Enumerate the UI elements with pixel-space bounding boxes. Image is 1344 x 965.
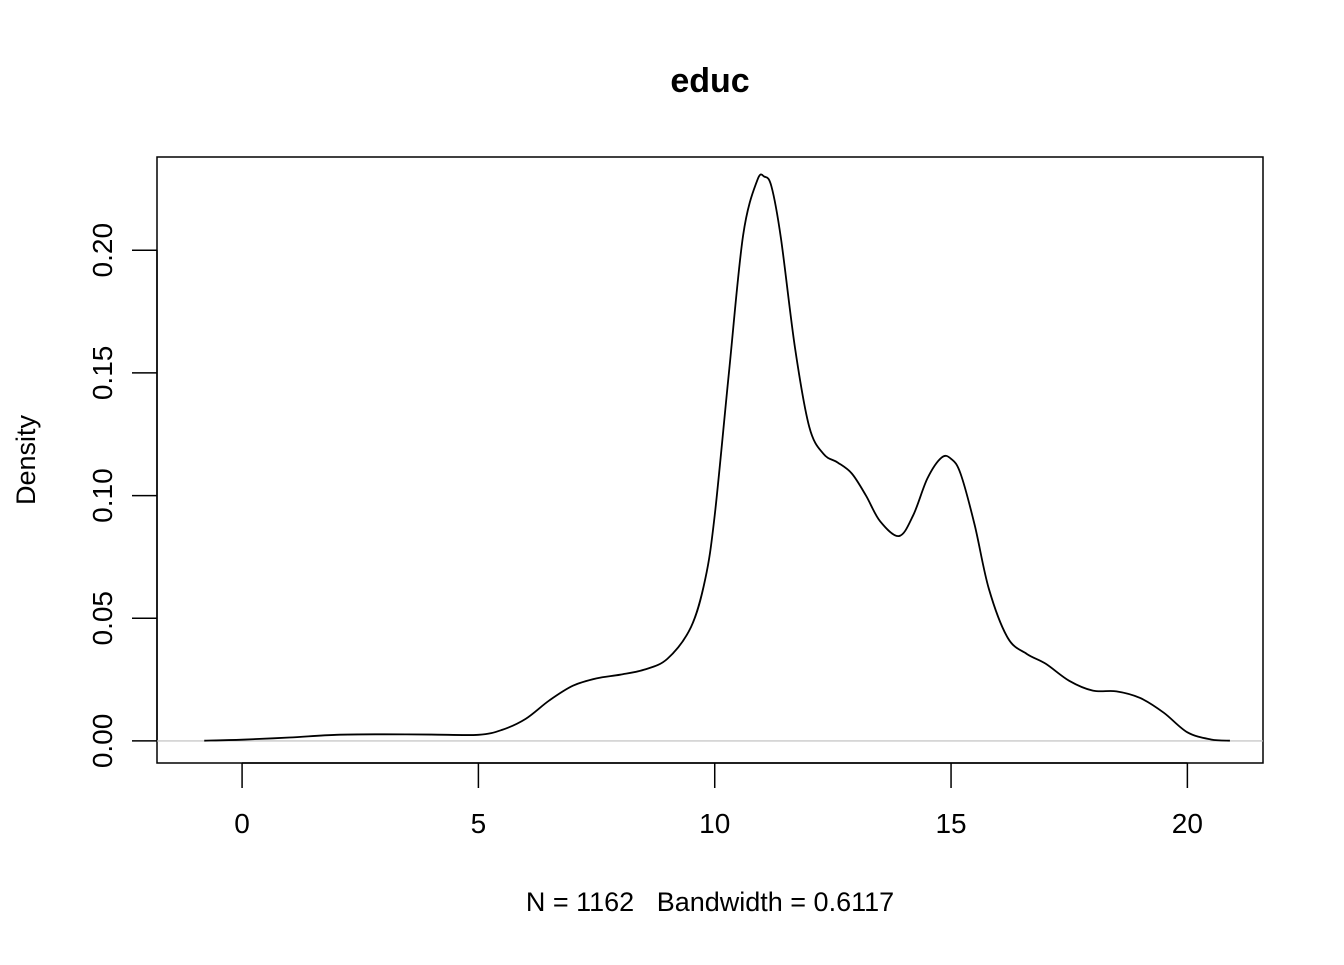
x-tick-label: 15 (935, 808, 966, 839)
y-axis: 0.00 0.05 0.10 0.15 0.20 (87, 223, 158, 769)
y-axis-label: Density (11, 414, 41, 505)
y-tick-label: 0.05 (87, 591, 118, 646)
plot-frame (156, 156, 1264, 764)
x-axis: 0 5 10 15 20 (234, 762, 1203, 839)
y-tick-label: 0.10 (87, 468, 118, 523)
density-curve-line (204, 173, 1230, 742)
x-tick-label: 20 (1172, 808, 1203, 839)
y-tick-label: 0.15 (87, 346, 118, 401)
y-tick-label: 0.00 (87, 714, 118, 769)
x-tick-label: 0 (234, 808, 250, 839)
x-tick-label: 5 (471, 808, 487, 839)
chart-title: educ (670, 62, 749, 100)
x-axis-label: N = 1162 Bandwidth = 0.6117 (526, 887, 894, 917)
x-tick-label: 10 (699, 808, 730, 839)
series-layer (204, 173, 1230, 742)
y-tick-label: 0.20 (87, 223, 118, 278)
